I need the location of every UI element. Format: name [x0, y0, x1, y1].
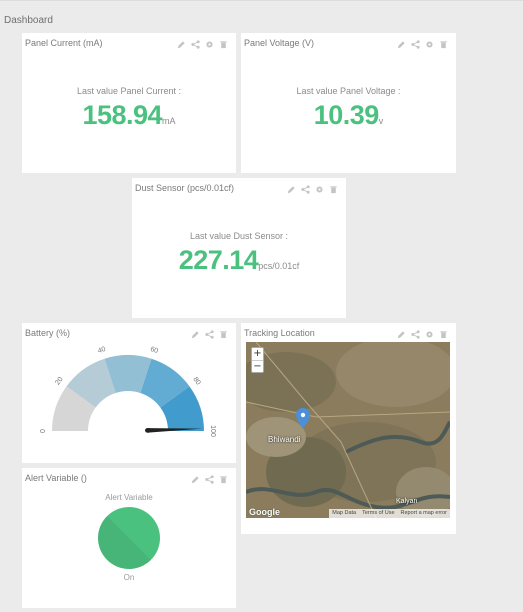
- widget-title: Alert Variable (): [25, 473, 87, 483]
- alert-variable-widget: Alert Variable () Alert Variable On: [22, 468, 236, 608]
- panel-voltage-widget: Panel Voltage (V) Last value Panel Volta…: [241, 33, 456, 173]
- delete-icon[interactable]: [218, 39, 228, 49]
- google-logo: Google: [249, 507, 280, 517]
- gauge-needle: [147, 428, 202, 433]
- settings-icon[interactable]: [204, 39, 214, 49]
- kpi-label: Last value Dust Sensor :: [189, 231, 289, 241]
- delete-icon[interactable]: [218, 474, 228, 484]
- zoom-in-button[interactable]: +: [253, 348, 262, 359]
- kpi-value: 10.39v: [241, 100, 456, 131]
- gauge-band: [52, 386, 96, 431]
- top-divider: [0, 0, 523, 1]
- share-icon[interactable]: [204, 474, 214, 484]
- share-icon[interactable]: [410, 329, 420, 339]
- battery-widget: Battery (%) 0 20 40 60 80 100: [22, 323, 236, 463]
- settings-icon[interactable]: [314, 184, 324, 194]
- dust-sensor-widget: Dust Sensor (pcs/0.01cf) Last value Dust…: [132, 178, 346, 318]
- satellite-imagery: [246, 342, 450, 518]
- alert-label: Alert Variable: [105, 493, 153, 502]
- map-footer: Map Data Terms of Use Report a map error: [329, 509, 450, 518]
- kpi-value: 227.14pcs/0.01cf: [132, 245, 346, 276]
- kpi-number: 227.14: [178, 245, 259, 275]
- terms-link[interactable]: Terms of Use: [362, 510, 395, 516]
- gauge-tick-label: 40: [97, 346, 107, 355]
- edit-icon[interactable]: [190, 474, 200, 484]
- gauge-band: [104, 355, 152, 393]
- widget-toolbar: [176, 39, 228, 49]
- gauge-tick-label: 60: [149, 346, 159, 355]
- battery-gauge: 0 20 40 60 80 100: [40, 346, 216, 437]
- edit-icon[interactable]: [286, 184, 296, 194]
- gauge-tick-label: 100: [209, 425, 216, 437]
- gauge-tick-label: 20: [54, 376, 64, 387]
- map-view[interactable]: Bhiwandi Kalyan + − Google Map Data Term…: [246, 342, 450, 518]
- widget-title: Tracking Location: [244, 328, 315, 338]
- map-zoom-control: + −: [251, 347, 264, 373]
- edit-icon[interactable]: [396, 329, 406, 339]
- widget-title: Dust Sensor (pcs/0.01cf): [135, 183, 235, 193]
- share-icon[interactable]: [204, 329, 214, 339]
- map-data-link[interactable]: Map Data: [332, 510, 357, 516]
- share-icon[interactable]: [300, 184, 310, 194]
- settings-icon[interactable]: [424, 329, 434, 339]
- page-title: Dashboard: [4, 15, 53, 26]
- edit-icon[interactable]: [190, 329, 200, 339]
- delete-icon[interactable]: [438, 39, 448, 49]
- widget-toolbar: [190, 329, 228, 339]
- widget-toolbar: [396, 329, 448, 339]
- map-label: Bhiwandi: [268, 435, 301, 444]
- edit-icon[interactable]: [396, 39, 406, 49]
- widget-toolbar: [286, 184, 338, 194]
- gauge-tick-label: 80: [191, 376, 201, 387]
- kpi-value: 158.94mA: [22, 100, 236, 131]
- kpi-unit: pcs/0.01cf: [258, 261, 300, 271]
- kpi-number: 10.39: [313, 100, 380, 130]
- delete-icon[interactable]: [438, 329, 448, 339]
- kpi-label: Last value Panel Voltage :: [296, 86, 401, 96]
- delete-icon[interactable]: [218, 329, 228, 339]
- alert-indicator: [98, 507, 160, 569]
- delete-icon[interactable]: [328, 184, 338, 194]
- kpi-label: Last value Panel Current :: [76, 86, 182, 96]
- edit-icon[interactable]: [176, 39, 186, 49]
- gauge-band: [66, 358, 116, 408]
- widget-toolbar: [190, 474, 228, 484]
- share-icon[interactable]: [410, 39, 420, 49]
- kpi-unit: v: [378, 116, 384, 126]
- panel-current-widget: Panel Current (mA) Last value Panel Curr…: [22, 33, 236, 173]
- gauge-band: [160, 386, 204, 431]
- gauge-band: [140, 358, 190, 408]
- alert-state: On: [123, 573, 135, 582]
- report-error-link[interactable]: Report a map error: [400, 510, 447, 516]
- gauge-tick-label: 0: [40, 429, 47, 433]
- map-label: Kalyan: [396, 498, 418, 505]
- settings-icon[interactable]: [424, 39, 434, 49]
- indicator-shade: [98, 507, 159, 569]
- kpi-unit: mA: [162, 116, 176, 126]
- share-icon[interactable]: [190, 39, 200, 49]
- widget-title: Panel Voltage (V): [244, 38, 315, 48]
- gauge-needle-hub: [144, 427, 151, 433]
- widget-title: Panel Current (mA): [25, 38, 103, 48]
- widget-title: Battery (%): [25, 328, 71, 338]
- location-pin-icon[interactable]: [296, 408, 310, 428]
- kpi-number: 158.94: [82, 100, 163, 130]
- zoom-out-button[interactable]: −: [252, 360, 263, 372]
- widget-toolbar: [396, 39, 448, 49]
